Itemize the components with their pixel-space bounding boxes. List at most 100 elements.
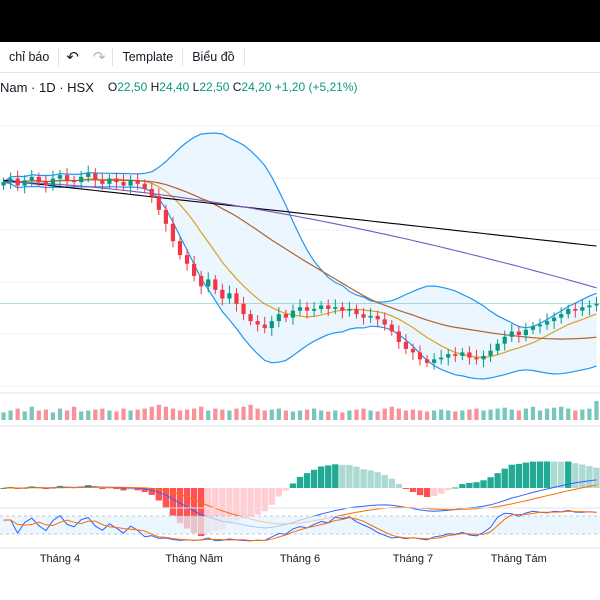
volume-bar bbox=[114, 411, 119, 420]
candle-body bbox=[333, 307, 338, 309]
stochastic-k-line bbox=[3, 509, 597, 542]
indicators-button[interactable]: chỉ báo bbox=[9, 50, 50, 64]
close-value: 24,20 bbox=[241, 80, 272, 94]
volume-bar bbox=[15, 408, 20, 420]
macd-histogram-bar bbox=[303, 473, 311, 488]
candle-body bbox=[537, 324, 543, 327]
volume-bar bbox=[8, 410, 13, 420]
macd-histogram-bar bbox=[473, 482, 480, 488]
template-button[interactable]: Template bbox=[122, 50, 174, 64]
candle-body bbox=[64, 175, 70, 181]
macd-histogram-bar bbox=[268, 488, 275, 505]
volume-bar bbox=[573, 410, 578, 420]
macd-histogram-bar bbox=[106, 488, 113, 489]
candle-body bbox=[573, 308, 578, 311]
x-axis-tick-label: Tháng 4 bbox=[40, 553, 80, 565]
macd-histogram-bar bbox=[353, 466, 360, 488]
toolbar-divider bbox=[182, 48, 184, 66]
volume-bar bbox=[1, 412, 6, 420]
candle-body bbox=[86, 173, 91, 177]
volume-bar bbox=[227, 410, 232, 420]
macd-histogram-bar bbox=[332, 464, 339, 488]
bollinger-band-fill bbox=[3, 133, 597, 379]
volume-bar bbox=[290, 411, 296, 420]
volume-bar bbox=[460, 410, 465, 420]
volume-bar bbox=[326, 411, 331, 420]
volume-bar bbox=[199, 406, 204, 420]
volume-bar bbox=[29, 406, 34, 420]
close-key: C bbox=[232, 80, 242, 94]
candle-body bbox=[424, 359, 430, 363]
volume-bar bbox=[36, 410, 41, 420]
macd-histogram-bar bbox=[430, 488, 438, 497]
candle-body bbox=[121, 182, 126, 186]
volume-bar bbox=[107, 410, 112, 420]
macd-histogram-bar bbox=[148, 488, 155, 495]
macd-histogram-bar bbox=[459, 484, 466, 488]
stochastic-band bbox=[0, 516, 600, 534]
candle-body bbox=[368, 315, 373, 318]
volume-bar bbox=[64, 410, 70, 420]
macd-histogram-bar bbox=[508, 464, 515, 488]
volume-bar bbox=[559, 406, 564, 420]
candle-body bbox=[283, 314, 288, 318]
volume-bar bbox=[502, 407, 507, 420]
chart-type-button[interactable]: Biểu đồ bbox=[192, 50, 235, 64]
candle-body bbox=[530, 326, 536, 330]
volume-bar bbox=[354, 409, 359, 420]
volume-bar bbox=[537, 410, 543, 420]
candle-body bbox=[488, 350, 493, 356]
redo-icon[interactable]: ↷ bbox=[92, 48, 106, 66]
volume-bar bbox=[530, 406, 536, 420]
candle-body bbox=[22, 180, 27, 186]
candle-body bbox=[580, 307, 585, 311]
candle-body bbox=[432, 359, 437, 363]
volume-bar bbox=[424, 411, 430, 420]
ohlc-values: O22,50 H24,40 L22,50 C24,20 +1,20 (+5,21… bbox=[108, 80, 358, 94]
volume-bar bbox=[149, 406, 154, 420]
volume-bar bbox=[276, 408, 281, 420]
volume-bar bbox=[396, 408, 401, 420]
macd-histogram-bar bbox=[113, 488, 120, 489]
volume-bar bbox=[488, 409, 493, 420]
candle-body bbox=[495, 343, 500, 351]
candle-body bbox=[156, 195, 161, 210]
candle-body bbox=[396, 331, 401, 342]
candle-body bbox=[417, 352, 423, 360]
macd-histogram-bar bbox=[416, 488, 424, 496]
macd-histogram-bar bbox=[374, 472, 381, 488]
volume-bar bbox=[481, 410, 486, 420]
candle-body bbox=[319, 305, 324, 309]
candle-body bbox=[481, 355, 486, 360]
macd-histogram-bar bbox=[388, 478, 395, 488]
macd-histogram-bar bbox=[176, 488, 184, 524]
candle-body bbox=[460, 352, 465, 356]
volume-bar bbox=[43, 409, 48, 420]
volume-bar bbox=[283, 410, 288, 420]
candle-body bbox=[135, 180, 140, 184]
volume-bar bbox=[389, 406, 394, 420]
macd-histogram-bar bbox=[452, 487, 459, 489]
symbol-info[interactable]: Nam · 1D · HSX bbox=[0, 79, 94, 95]
undo-icon[interactable]: ↶ bbox=[66, 48, 79, 66]
macd-histogram-bar bbox=[141, 488, 148, 493]
candle-body bbox=[114, 178, 119, 183]
candle-body bbox=[57, 175, 63, 179]
macd-histogram-bar bbox=[339, 464, 346, 488]
candle-body bbox=[559, 314, 564, 318]
open-value: 22,50 bbox=[117, 80, 148, 94]
volume-bar bbox=[255, 408, 260, 420]
candle-body bbox=[248, 314, 253, 322]
candle-body bbox=[206, 279, 211, 287]
macd-histogram-bar bbox=[247, 488, 254, 518]
candle-body bbox=[93, 173, 98, 181]
low-key: L bbox=[192, 80, 200, 94]
macd-histogram-bar bbox=[402, 488, 410, 489]
volume-bar bbox=[439, 409, 444, 420]
price-chart[interactable]: Tháng 4 Tháng Năm Tháng 6 Tháng 7 Tháng Tám bbox=[0, 96, 600, 600]
candle-body bbox=[326, 305, 331, 309]
macd-histogram-bar bbox=[325, 465, 332, 488]
volume-bar bbox=[594, 401, 599, 420]
x-axis-tick-label: Tháng 7 bbox=[393, 553, 433, 565]
volume-bar bbox=[312, 408, 317, 420]
